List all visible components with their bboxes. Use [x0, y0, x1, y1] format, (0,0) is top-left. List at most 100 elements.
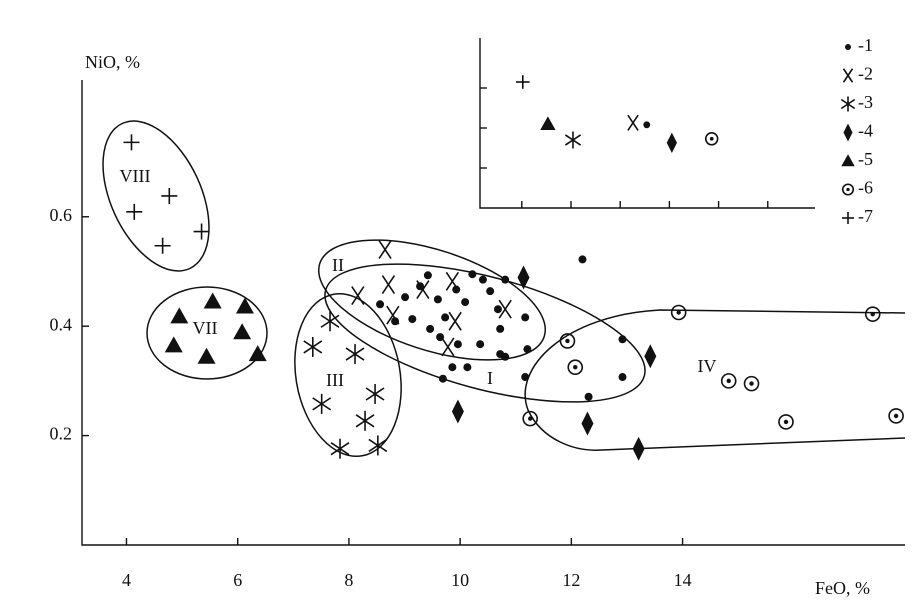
marker-plus: [154, 237, 171, 254]
marker-stroke: [320, 314, 340, 328]
marker-shape: [235, 297, 254, 314]
field-label: IV: [698, 356, 717, 376]
marker-shape: [783, 419, 789, 425]
marker-shape: [893, 413, 899, 419]
marker-x: [445, 271, 460, 291]
marker-shape: [426, 324, 435, 333]
field-label: II: [332, 255, 344, 275]
marker-shape: [248, 345, 267, 362]
legend-label: -6: [858, 178, 873, 198]
marker-triangle: [235, 297, 254, 314]
field-ii: [317, 239, 547, 361]
marker-stroke: [378, 240, 392, 260]
marker-dot: [643, 121, 651, 129]
legend-label: -7: [858, 206, 873, 226]
marker-shape: [743, 375, 760, 392]
marker-shape: [845, 44, 851, 50]
marker-x: [386, 305, 400, 325]
legend-entry: -5: [841, 149, 873, 169]
marker-dot: [426, 324, 435, 333]
marker-shape: [565, 338, 570, 344]
marker-shape: [391, 317, 400, 326]
marker-stroke: [416, 280, 430, 299]
marker-circle-dot: [743, 375, 760, 392]
marker-plus: [161, 187, 178, 204]
marker-shape: [453, 340, 462, 349]
marker-triangle: [197, 347, 216, 364]
marker-dot: [376, 300, 385, 309]
marker-shape: [233, 323, 252, 340]
marker-stroke: [368, 438, 388, 453]
marker-x: [627, 114, 639, 131]
marker-asterisk: [840, 96, 856, 112]
x-tick-label: 8: [344, 570, 353, 590]
marker-shape: [463, 363, 472, 372]
marker-dot: [496, 324, 505, 333]
axis-line: [81, 80, 905, 546]
marker-shape: [618, 335, 627, 344]
legend-label: -5: [858, 149, 873, 169]
marker-diamond: [644, 344, 657, 369]
marker-dot: [493, 305, 502, 314]
marker-shape: [618, 373, 627, 382]
marker-dot: [476, 340, 485, 349]
legend-entry: -1: [845, 35, 873, 55]
marker-x: [378, 240, 392, 260]
marker-dot: [523, 345, 532, 354]
marker-shape: [468, 270, 477, 279]
marker-shape: [749, 381, 754, 386]
marker-dot: [391, 317, 400, 326]
marker-shape: [841, 183, 855, 196]
marker-shape: [726, 378, 731, 384]
marker-shape: [376, 300, 385, 309]
x-axis-label: FeO, %: [815, 578, 870, 598]
marker-asterisk: [330, 438, 350, 459]
field-outlines: [102, 120, 906, 458]
marker-triangle: [203, 292, 222, 309]
marker-stroke: [381, 275, 396, 295]
marker-shape: [197, 347, 216, 364]
marker-diamond: [517, 265, 530, 290]
marker-asterisk: [365, 384, 385, 405]
marker-shape: [578, 255, 587, 264]
marker-stroke: [627, 114, 639, 131]
marker-dot: [521, 373, 530, 382]
field-vii: [146, 286, 268, 380]
marker-dot: [501, 275, 510, 284]
marker-stroke: [355, 414, 375, 428]
marker-shape: [676, 310, 681, 315]
marker-triangle: [248, 345, 267, 362]
marker-asterisk: [564, 131, 582, 149]
marker-shape: [521, 373, 530, 382]
y-tick-label: 0.4: [50, 314, 73, 334]
marker-shape: [521, 313, 530, 322]
y-axis-label: NiO, %: [85, 52, 140, 72]
marker-triangle: [164, 336, 183, 353]
marker-dot: [584, 392, 593, 401]
marker-circle-dot: [841, 183, 855, 196]
marker-shape: [846, 187, 850, 192]
marker-plus: [123, 134, 140, 151]
marker-asterisk: [320, 311, 340, 332]
marker-circle-dot: [720, 373, 737, 389]
marker-diamond: [451, 399, 464, 424]
marker-shape: [644, 344, 657, 369]
field-label: I: [487, 368, 493, 388]
marker-shape: [448, 363, 457, 372]
marker-plus: [126, 203, 143, 220]
marker-circle-dot: [864, 306, 881, 322]
marker-diamond: [632, 436, 645, 461]
marker-asterisk: [345, 344, 365, 365]
marker-dot: [441, 313, 450, 322]
marker-x: [351, 286, 365, 305]
marker-diamond: [843, 123, 853, 142]
marker-dot: [468, 270, 477, 279]
marker-stroke: [498, 299, 512, 319]
marker-x: [498, 299, 512, 319]
marker-shape: [559, 333, 576, 349]
marker-plus: [515, 75, 530, 89]
marker-stroke: [386, 305, 400, 325]
marker-stroke: [303, 340, 323, 354]
marker-shape: [493, 305, 502, 314]
marker-shape: [478, 275, 487, 284]
